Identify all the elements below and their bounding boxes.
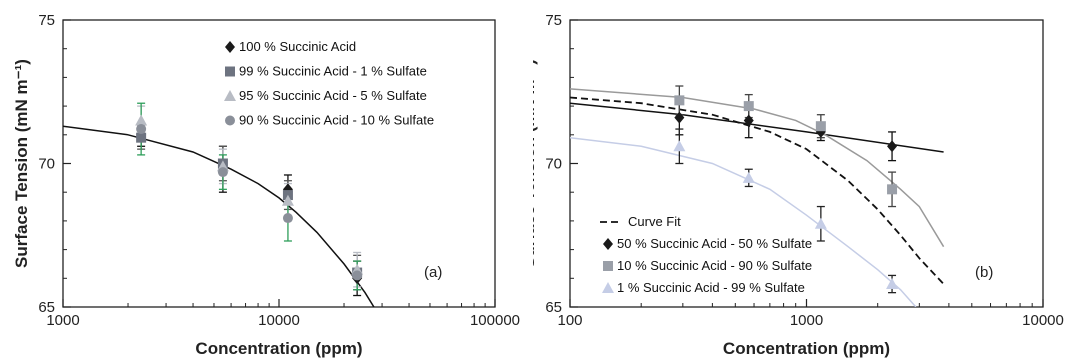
chart-a-x-tick-label: 10000 [258, 312, 300, 329]
chart-b-legend-swatch [603, 238, 613, 250]
chart-a-fit-curve-0 [63, 125, 375, 307]
chart-b-legend-curve-label: Curve Fit [628, 214, 681, 229]
chart-b-data-point [742, 171, 755, 183]
chart-a-legend-swatch [225, 66, 235, 77]
chart-a-x-tick-label: 1000 [46, 312, 79, 329]
chart-a-panel-label: (a) [424, 264, 442, 281]
chart-a-data-point [281, 194, 294, 206]
chart-a-svg: 1000 10000 100000 65 70 75 Concentration (ppm)… [12, 12, 520, 358]
chart-b-fit-curve-1 [570, 102, 944, 153]
chart-b-data-point [673, 140, 686, 152]
chart-b-legend: Curve Fit 50 % Succinic Acid - 50 % Sulfa… [600, 214, 812, 295]
chart-b-data-point [743, 114, 754, 127]
chart-b-data-point [674, 111, 685, 124]
chart-a-y-tick-label: 75 [38, 12, 55, 29]
chart-b-x-tick-label: 10000 [1022, 312, 1064, 329]
chart-a-markers-1 [136, 132, 363, 278]
chart-a-x-axis-title: Concentration (ppm) [195, 339, 362, 358]
chart-a-legend-swatch [225, 41, 235, 53]
chart-b-data-point [815, 121, 826, 132]
chart-b-legend-label: 50 % Succinic Acid - 50 % Sulfate [617, 236, 812, 251]
chart-b-markers-1 [674, 95, 898, 195]
chart-b-markers-2 [673, 140, 899, 290]
chart-b-data-point [815, 125, 826, 138]
chart-a-y-tick-label: 70 [38, 156, 55, 173]
chart-b-y-tick-label: 70 [545, 156, 562, 173]
chart-a-data-point [136, 132, 147, 143]
chart-b-data-point [814, 217, 827, 229]
chart-b-data-point [743, 101, 754, 112]
chart-a-data-point [282, 213, 293, 224]
chart-a-markers-0 [136, 128, 363, 285]
chart-a-series-2 [137, 105, 362, 288]
chart-a-legend-label: 100 % Succinic Acid [239, 39, 356, 54]
chart-a-series-1 [137, 125, 362, 291]
chart-b-legend-label: 1 % Succinic Acid - 99 % Sulfate [617, 280, 805, 295]
chart-panel-a: 1000 10000 100000 65 70 75 Concentration (ppm)… [0, 0, 533, 362]
chart-a-legend: 100 % Succinic Acid 99 % Succinic Acid - … [224, 39, 434, 128]
chart-b-panel-label: (b) [975, 264, 993, 281]
chart-panel-b: 100 1000 10000 65 70 75 Concentration (ppm) Sur… [533, 0, 1067, 362]
chart-a-curves [63, 125, 375, 307]
chart-a-legend-label: 90 % Succinic Acid - 10 % Sulfate [239, 113, 434, 128]
chart-b-y-axis-title: Surface Tension (mN m⁻¹) [533, 59, 538, 268]
chart-a-data-point [136, 124, 147, 135]
chart-b-markers-0 [674, 111, 898, 153]
chart-b-y-tick-label: 75 [545, 12, 562, 29]
chart-a-data-point [135, 114, 148, 126]
chart-a-markers-2 [135, 114, 364, 275]
chart-a-y-axis-title: Surface Tension (mN m⁻¹) [12, 59, 31, 268]
chart-b-y-tick-label: 65 [545, 299, 562, 316]
chart-a-markers-3 [136, 124, 363, 281]
chart-b-legend-swatch [603, 261, 613, 271]
chart-b-x-axis-title: Concentration (ppm) [723, 339, 890, 358]
chart-b-x-tick-label: 1000 [790, 312, 823, 329]
chart-b-series-1 [675, 85, 897, 208]
chart-b-fit-curve-0 [570, 96, 945, 285]
chart-b-fit-curve-2 [570, 88, 945, 248]
chart-a-data-point [217, 167, 228, 178]
chart-b-curves [570, 88, 945, 307]
chart-b-legend-swatch [602, 282, 614, 293]
chart-b-x-tick-label: 100 [557, 312, 582, 329]
chart-a-series-0 [137, 122, 362, 297]
chart-a-y-tick-label: 65 [38, 299, 55, 316]
chart-b-svg: 100 1000 10000 65 70 75 Concentration (ppm) Sur… [533, 12, 1064, 358]
chart-a-legend-swatch [224, 90, 236, 101]
chart-a-data-point [352, 270, 363, 281]
chart-b-data-point [887, 184, 898, 195]
chart-b-data-point [886, 278, 899, 290]
chart-b-series-0 [675, 99, 897, 162]
chart-a-legend-label: 95 % Succinic Acid - 5 % Sulfate [239, 88, 427, 103]
chart-b-data-point [887, 140, 898, 153]
chart-a-x-tick-label: 100000 [470, 312, 520, 329]
chart-b-data-point [674, 95, 685, 106]
chart-b-legend-label: 10 % Succinic Acid - 90 % Sulfate [617, 258, 812, 273]
chart-a-series-3 [137, 102, 362, 291]
chart-a-legend-swatch [225, 115, 235, 126]
chart-a-legend-label: 99 % Succinic Acid - 1 % Sulfate [239, 64, 427, 79]
